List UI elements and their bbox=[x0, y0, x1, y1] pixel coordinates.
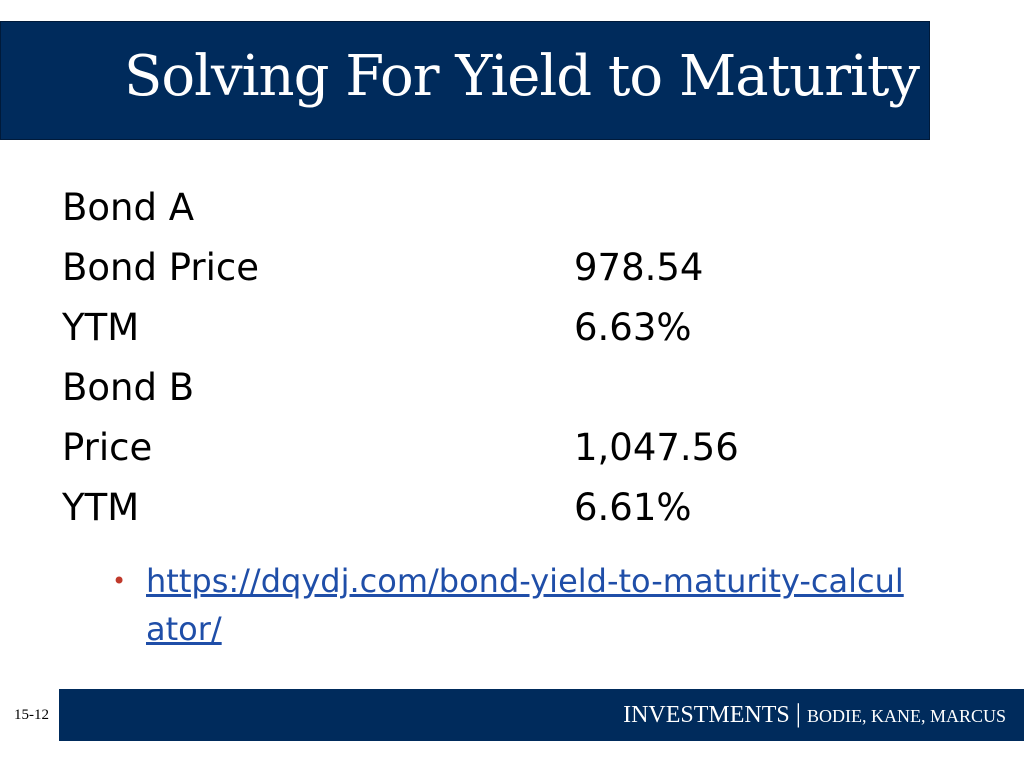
row-ytm-a: YTM 6.63% bbox=[62, 306, 692, 350]
bullet-marker: • bbox=[112, 567, 127, 595]
title-bar bbox=[0, 21, 930, 140]
row-bond-price: Bond Price 978.54 bbox=[62, 246, 703, 290]
row-value: 6.63% bbox=[574, 306, 692, 349]
row-label: YTM bbox=[62, 486, 140, 529]
row-label: Bond B bbox=[62, 366, 195, 409]
footer-bar: INVESTMENTS | BODIE, KANE, MARCUS bbox=[59, 689, 1024, 741]
row-bond-a: Bond A bbox=[62, 186, 194, 230]
row-label: Price bbox=[62, 426, 153, 469]
footer-credit: INVESTMENTS | BODIE, KANE, MARCUS bbox=[623, 699, 1006, 729]
footer-separator: | bbox=[795, 699, 801, 728]
row-label: Bond Price bbox=[62, 246, 259, 289]
row-value: 1,047.56 bbox=[574, 426, 739, 469]
row-label: YTM bbox=[62, 306, 140, 349]
footer-brand: INVESTMENTS bbox=[623, 702, 790, 728]
row-label: Bond A bbox=[62, 186, 195, 229]
calculator-link[interactable]: https://dqydj.com/bond-yield-to-maturity… bbox=[146, 562, 904, 648]
row-ytm-b: YTM 6.61% bbox=[62, 486, 692, 530]
row-bond-b: Bond B bbox=[62, 366, 194, 410]
row-price-b: Price 1,047.56 bbox=[62, 426, 739, 470]
slide-number: 15-12 bbox=[14, 707, 49, 723]
row-value: 978.54 bbox=[574, 246, 704, 289]
row-value: 6.61% bbox=[574, 486, 692, 529]
footer-authors: BODIE, KANE, MARCUS bbox=[806, 706, 1006, 726]
slide-title: Solving For Yield to Maturity bbox=[124, 44, 920, 109]
